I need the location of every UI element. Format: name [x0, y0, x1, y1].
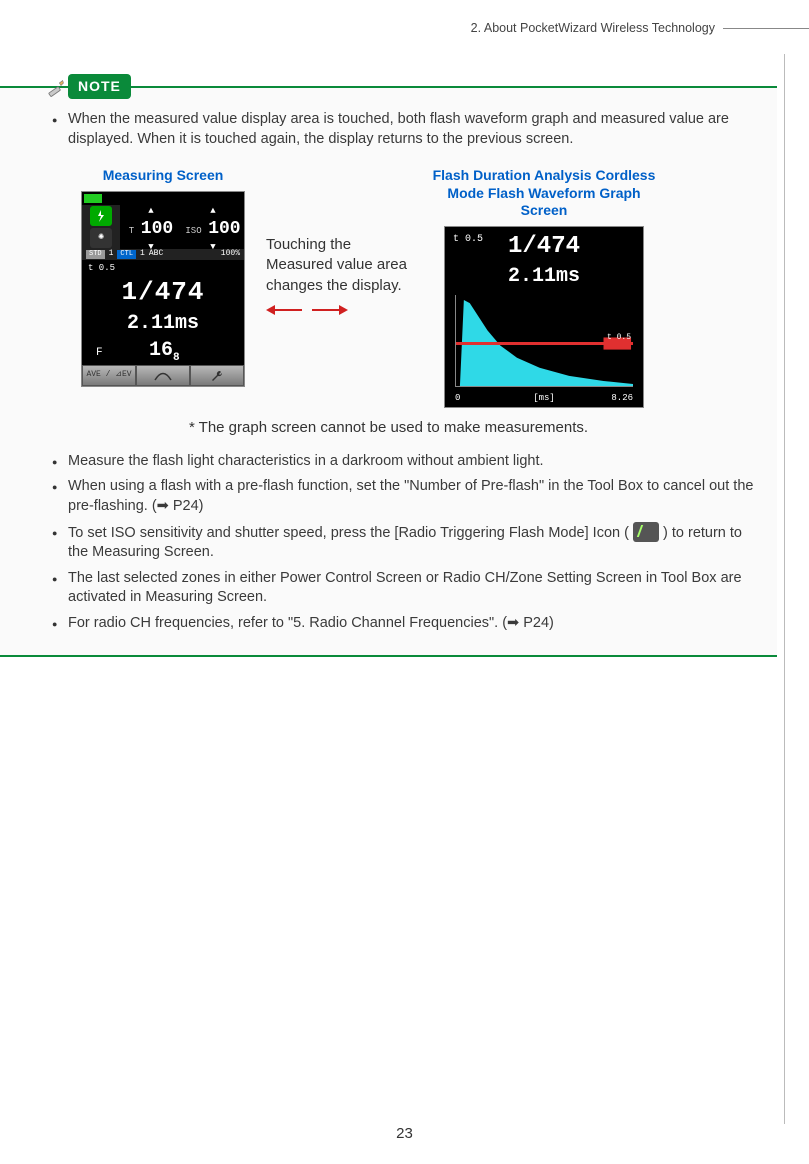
ave-ev-button: AVE / ⊿EV	[82, 365, 136, 385]
measuring-screen: ✺ ▲ T 100 ▼ ▲ ISO 100 ▼	[81, 191, 245, 387]
page-right-border	[784, 54, 785, 1124]
f-label: F	[90, 346, 103, 361]
bottom-bar: AVE / ⊿EV	[82, 365, 244, 385]
t05-label: t 0.5	[82, 262, 244, 274]
bar-pct: 100%	[221, 249, 240, 260]
graph-screen-title: Flash Duration Analysis Cordless Mode Fl…	[424, 167, 664, 220]
measuring-screen-title: Measuring Screen	[68, 167, 258, 185]
arrow-text: Touching the Measured value area changes…	[266, 235, 416, 296]
note-label: NOTE	[68, 74, 131, 99]
t-value: 100	[141, 219, 173, 239]
settings-icon: ✺	[90, 228, 112, 248]
graph-ms: 2.11ms	[445, 263, 643, 290]
ms-value: 2.11ms	[82, 310, 244, 337]
bullet-item: To set ISO sensitivity and shutter speed…	[52, 523, 759, 563]
fraction-value: 1/474	[82, 275, 244, 310]
mode-button	[136, 365, 190, 385]
ctl-tag: CTL	[117, 250, 136, 259]
bar-val: 1	[109, 249, 114, 260]
x-unit: [ms]	[445, 392, 643, 404]
bar-val: ABC	[149, 249, 163, 260]
std-tag: STD	[86, 250, 105, 259]
waveform-plot: t 0.5	[455, 295, 633, 387]
note-tab: NOTE	[46, 74, 131, 99]
note-bullets-bottom: Measure the flash light characteristics …	[0, 452, 777, 633]
graph-footnote: * The graph screen cannot be used to mak…	[0, 414, 777, 452]
shutter-spinner: ▲ T 100 ▼	[120, 205, 182, 249]
bullet-item: When using a flash with a pre-flash func…	[52, 477, 759, 516]
graph-screen-col: Flash Duration Analysis Cordless Mode Fl…	[424, 167, 664, 408]
aperture-sub: 8	[173, 352, 180, 364]
bullet-item: When the measured value display area is …	[52, 110, 759, 149]
radio-flash-mode-icon	[633, 522, 659, 542]
measured-value-area: t 0.5 1/474 2.11ms F 168	[82, 260, 244, 365]
screens-row: Measuring Screen ✺ ▲ T 100 ▼	[0, 155, 777, 414]
chevron-up-icon: ▲	[120, 205, 182, 217]
bar-val: 1	[140, 249, 145, 260]
aperture-value: 16	[149, 339, 173, 362]
battery-icon	[84, 194, 102, 203]
status-bar: STD 1 CTL 1 ABC 100%	[82, 249, 244, 261]
t-label: T	[129, 226, 134, 236]
graph-screen: t 0.5 1/474 2.11ms t 0.5 0 8.26	[444, 226, 644, 408]
header-rule	[723, 28, 809, 29]
note-box: NOTE When the measured value display are…	[0, 86, 777, 657]
iso-label: ISO	[185, 226, 201, 236]
wrench-button	[190, 365, 244, 385]
header-section: 2. About PocketWizard Wireless Technolog…	[471, 20, 715, 37]
pencil-icon	[46, 78, 66, 98]
flash-mode-icon	[90, 206, 112, 226]
bullet-item: For radio CH frequencies, refer to "5. R…	[52, 614, 759, 634]
iso-spinner: ▲ ISO 100 ▼	[182, 205, 244, 249]
page-number: 23	[0, 1124, 809, 1144]
bullet-item: The last selected zones in either Power …	[52, 569, 759, 608]
bullet-item: Measure the flash light characteristics …	[52, 452, 759, 472]
arrow-column: Touching the Measured value area changes…	[266, 167, 416, 316]
chevron-up-icon: ▲	[182, 205, 244, 217]
arrow-right-icon	[312, 304, 348, 316]
measuring-screen-col: Measuring Screen ✺ ▲ T 100 ▼	[68, 167, 258, 387]
iso-value: 100	[208, 219, 240, 239]
note-bullets-top: When the measured value display area is …	[0, 110, 777, 149]
graph-t05: t 0.5	[453, 233, 483, 247]
red-tag: t 0.5	[607, 333, 631, 344]
arrow-left-icon	[266, 304, 302, 316]
